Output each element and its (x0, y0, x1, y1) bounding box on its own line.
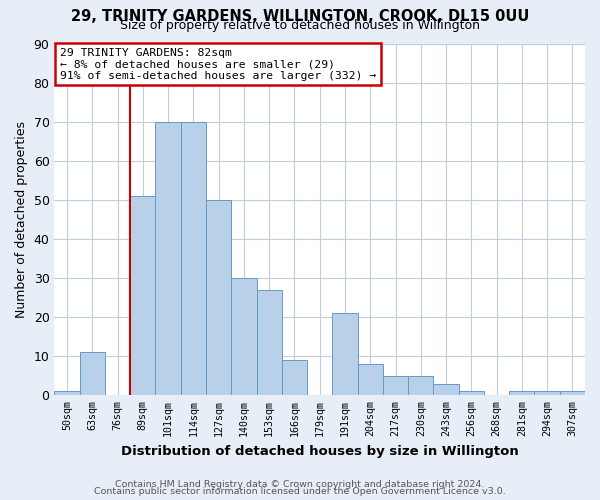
Bar (535, 392, 560, 396)
Text: Contains HM Land Registry data © Crown copyright and database right 2024.: Contains HM Land Registry data © Crown c… (115, 480, 485, 489)
Bar (155, 122, 181, 396)
Text: 29, TRINITY GARDENS, WILLINGTON, CROOK, DL15 0UU: 29, TRINITY GARDENS, WILLINGTON, CROOK, … (71, 9, 529, 24)
Bar (560, 392, 585, 396)
Bar (181, 122, 206, 396)
Bar (509, 392, 535, 396)
Bar (55, 392, 80, 396)
Text: 29 TRINITY GARDENS: 82sqm
← 8% of detached houses are smaller (29)
91% of semi-d: 29 TRINITY GARDENS: 82sqm ← 8% of detach… (60, 48, 376, 80)
Text: Size of property relative to detached houses in Willington: Size of property relative to detached ho… (120, 19, 480, 32)
Bar (408, 376, 433, 396)
Bar (433, 384, 458, 396)
Bar (206, 200, 231, 396)
Bar (358, 364, 383, 396)
Bar (231, 278, 257, 396)
Bar (130, 196, 155, 396)
Bar (282, 360, 307, 396)
Y-axis label: Number of detached properties: Number of detached properties (15, 121, 28, 318)
Bar (458, 392, 484, 396)
X-axis label: Distribution of detached houses by size in Willington: Distribution of detached houses by size … (121, 444, 518, 458)
Bar (332, 314, 358, 396)
Bar (383, 376, 408, 396)
Bar (257, 290, 282, 396)
Bar (80, 352, 105, 396)
Text: Contains public sector information licensed under the Open Government Licence v3: Contains public sector information licen… (94, 488, 506, 496)
